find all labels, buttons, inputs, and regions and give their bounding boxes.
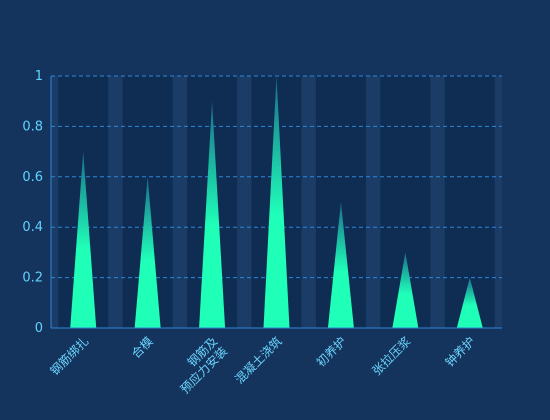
y-tick-label: 0 (35, 321, 43, 336)
y-tick-labels: 0 0.2 0.4 0.6 0.8 1 (22, 69, 43, 336)
bar-2 (134, 176, 161, 328)
bar-1 (70, 151, 97, 328)
bar-3 (199, 101, 226, 328)
y-tick-label: 0.2 (22, 271, 43, 286)
x-tick-label: 钢筋及预应力安装 (167, 334, 230, 397)
y-tick-label: 0.8 (22, 119, 43, 134)
bar-6 (392, 252, 419, 328)
bar-5 (327, 202, 354, 328)
bar-7 (456, 277, 483, 328)
axes (50, 76, 502, 329)
bars (70, 76, 483, 328)
bar-4 (263, 76, 290, 328)
x-tick-label: 钟养护 (442, 334, 478, 370)
x-tick-label: 初养护 (313, 334, 349, 370)
x-tick-label: 张拉压浆 (369, 334, 414, 379)
x-tick-label: 混凝土浇筑 (232, 334, 285, 387)
y-tick-label: 1 (35, 69, 43, 84)
y-tick-label: 0.4 (22, 220, 43, 235)
x-tick-label: 合模 (128, 334, 156, 362)
y-tick-label: 0.6 (22, 170, 43, 185)
x-tick-labels: 钢筋绑扎 合模 钢筋及预应力安装 混凝土浇筑 初养护 张拉压浆 钟养护 (47, 334, 478, 397)
x-tick-label: 钢筋绑扎 (47, 334, 92, 379)
